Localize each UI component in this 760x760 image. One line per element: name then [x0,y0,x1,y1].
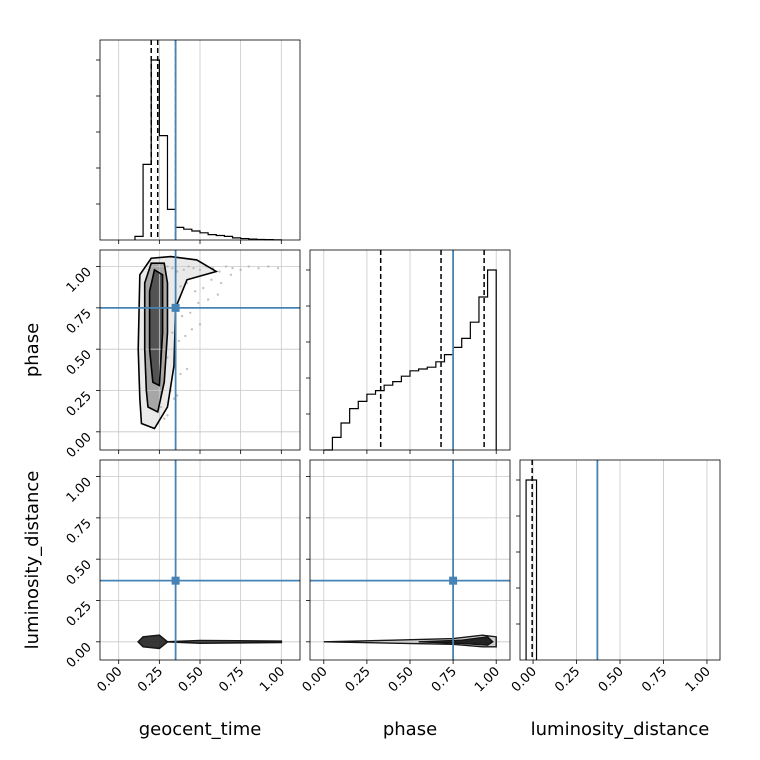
scatter-point [198,268,202,272]
chart-marks [100,40,599,660]
y-tick-label: 1.00 [64,265,95,296]
x-tick-label: 0.00 [94,664,125,695]
scatter-point [202,286,205,290]
scatter-point [166,356,169,359]
scatter-point [166,414,169,417]
histogram-phase [323,269,497,451]
scatter-point [198,323,202,326]
scatter-point [176,270,179,273]
y-tick-label: 0.75 [64,306,95,337]
contour-line [143,262,169,414]
scatter-point [193,290,197,293]
scatter-point [247,265,250,268]
y-tick-label: 0.00 [64,430,95,461]
x-tick-label: 0.50 [386,664,417,695]
contour-line [137,255,219,430]
injection-marker [171,576,180,585]
y-tick-label: 0.25 [64,599,95,630]
scatter-point [276,266,280,270]
scatter-point [171,331,174,334]
xlabel-phase: phase [383,719,437,740]
scatter-point [172,397,176,400]
scatter-point [216,293,220,296]
scatter-point [184,334,187,338]
scatter-point [192,266,195,270]
ylabel-phase: phase [22,323,43,377]
scatter-point [267,265,270,268]
scatter-point [177,339,181,343]
x-tick-label: 0.00 [509,664,540,695]
histogram-luminosity_distance [525,479,538,660]
contour-line [418,636,494,646]
scatter-point [180,314,184,318]
scatter-point [206,298,210,301]
scatter-point [218,270,221,273]
histogram-geocent_time [134,59,282,241]
y-tick-label: 0.00 [64,640,95,671]
x-tick-label: 0.75 [639,664,670,695]
grid-lines [100,40,708,660]
scatter-point [219,281,223,285]
scatter-point [158,266,161,270]
x-tick-label: 0.25 [552,664,583,695]
scatter-point [159,405,163,409]
xlabel-luminosity-distance: luminosity_distance [531,719,710,740]
scatter-point [166,265,169,268]
scatter-point [190,328,194,331]
scatter-point [224,265,228,268]
scatter-point [197,301,200,305]
scatter-point [182,268,185,272]
x-tick-label: 0.75 [216,664,247,695]
injection-marker [171,303,180,312]
x-tick-label: 0.25 [135,664,166,695]
scatter-point [171,266,174,270]
scatter-point [239,268,242,272]
scatter-point [257,266,260,270]
x-tick-label: 0.25 [343,664,374,695]
scatter-point [153,265,156,268]
scatter-point [179,285,182,288]
y-tick-label: 0.50 [64,347,95,378]
x-tick-label: 1.00 [472,664,503,695]
x-tick-label: 0.50 [176,664,207,695]
scatter-point [179,372,182,376]
x-tick-label: 0.75 [429,664,460,695]
x-tick-label: 0.00 [300,664,331,695]
contour-line [137,634,169,650]
y-tick-label: 1.00 [64,475,95,506]
injection-marker [449,576,458,585]
ylabel-luminosity-distance: luminosity_distance [22,471,43,650]
y-tick-label: 0.25 [64,389,95,420]
contour-line [148,268,164,387]
y-tick-label: 0.50 [64,557,95,588]
contour-line [167,639,283,644]
scatter-point [189,311,192,315]
x-tick-label: 1.00 [683,664,714,695]
tick-marks [96,59,708,664]
scatter-point [176,394,179,397]
scatter-point [163,417,166,420]
scatter-point [187,265,190,268]
scatter-point [229,273,233,276]
y-tick-label: 0.75 [64,516,95,547]
xlabel-geocent-time: geocent_time [139,719,262,740]
scatter-point [210,278,213,281]
scatter-point [185,367,189,371]
scatter-point [231,266,234,270]
x-tick-label: 0.50 [596,664,627,695]
x-tick-label: 1.00 [257,664,288,695]
